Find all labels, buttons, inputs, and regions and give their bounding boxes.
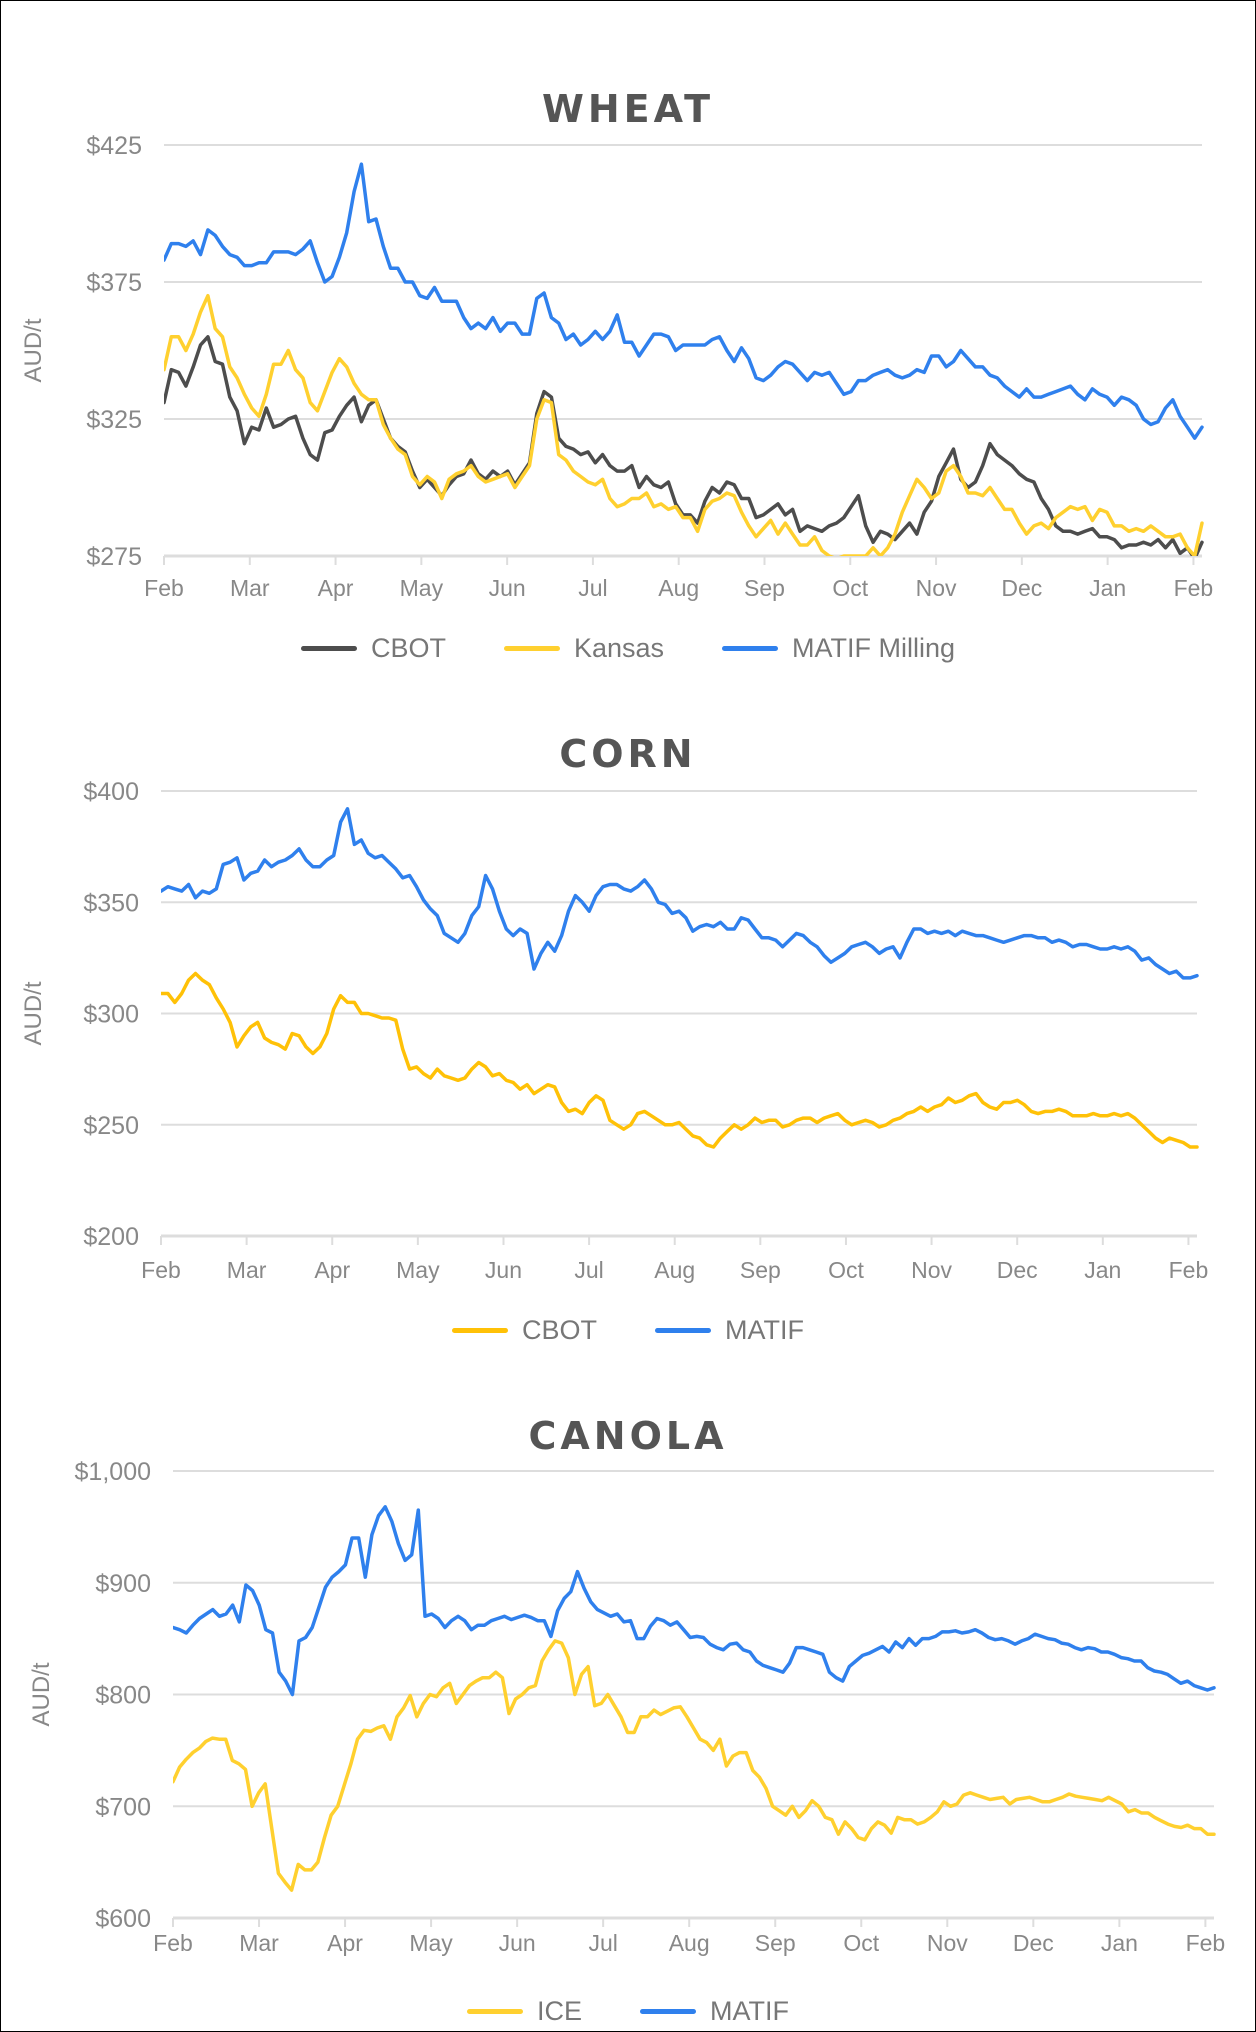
legend-label: CBOT: [522, 1315, 598, 1345]
x-tick-label: Jul: [588, 1930, 617, 1956]
series-line-ice[interactable]: [173, 1639, 1216, 1892]
x-tick-label: Feb: [144, 575, 184, 601]
x-tick-label: Nov: [911, 1257, 952, 1283]
legend-swatch-line-icon: [467, 2009, 523, 2014]
legend-item-ice[interactable]: ICE: [467, 1996, 582, 2027]
series-line-matif[interactable]: [173, 1505, 1216, 1697]
y-tick-label: $250: [83, 1112, 139, 1140]
x-tick-label: Feb: [153, 1930, 193, 1956]
y-axis-label: AUD/t: [20, 981, 47, 1045]
x-tick-label: Jun: [485, 1257, 522, 1283]
x-tick-label: Apr: [318, 575, 354, 601]
y-tick-label: $325: [86, 406, 142, 434]
series-line-matif-milling[interactable]: [164, 162, 1204, 440]
x-tick-label: Mar: [239, 1930, 279, 1956]
canola-chart-title: CANOLA: [528, 1414, 728, 1458]
y-tick-label: $700: [95, 1793, 151, 1821]
y-tick-label: $200: [83, 1223, 139, 1251]
x-tick-label: Jan: [1084, 1257, 1121, 1283]
x-tick-label: Feb: [1174, 575, 1214, 601]
x-tick-label: May: [409, 1930, 453, 1956]
x-tick-label: Sep: [744, 575, 785, 601]
legend-label: CBOT: [370, 633, 446, 663]
x-tick-label: Nov: [916, 575, 957, 601]
wheat-plot-area: $275 $325 $375 $425 Feb Mar Apr May Jun Jul Aug Sep…: [20, 132, 1214, 601]
y-tick-label: $300: [83, 1001, 139, 1029]
legend-label: ICE: [537, 1996, 583, 2026]
x-tick-label: Dec: [1013, 1930, 1054, 1956]
y-tick-label: $375: [86, 269, 142, 297]
x-tick-label: Jan: [1089, 575, 1126, 601]
series-line-cbot[interactable]: [161, 971, 1199, 1149]
x-tick-label: May: [400, 575, 444, 601]
y-axis-label: AUD/t: [20, 318, 47, 382]
legend-label: Kansas: [573, 633, 665, 663]
wheat-legend: CBOT Kansas MATIF Milling: [1, 633, 1255, 664]
x-tick-label: Apr: [314, 1257, 350, 1283]
x-tick-label: Jun: [499, 1930, 536, 1956]
wheat-chart-title: WHEAT: [541, 87, 715, 131]
x-tick-label: Feb: [1169, 1257, 1209, 1283]
x-tick-label: Mar: [227, 1257, 267, 1283]
legend-swatch-line-icon: [640, 2009, 697, 2014]
series-line-kansas[interactable]: [164, 293, 1204, 559]
legend-item-cbot[interactable]: CBOT: [300, 633, 446, 664]
legend-swatch-line-icon: [503, 646, 560, 651]
x-tick-label: Oct: [832, 575, 868, 601]
y-tick-label: $350: [83, 889, 139, 917]
x-tick-label: Jan: [1101, 1930, 1138, 1956]
legend-item-kansas[interactable]: Kansas: [503, 633, 665, 664]
legend-label: MATIF: [725, 1315, 804, 1345]
x-tick-label: Aug: [658, 575, 699, 601]
series-line-matif[interactable]: [161, 807, 1199, 980]
legend-label: MATIF: [710, 1996, 789, 2026]
legend-item-matif-milling[interactable]: MATIF Milling: [722, 633, 955, 664]
y-tick-label: $275: [86, 543, 142, 571]
legend-swatch-line-icon: [722, 646, 779, 651]
x-tick-label: Jul: [574, 1257, 603, 1283]
x-tick-label: Dec: [1001, 575, 1042, 601]
y-tick-label: $900: [95, 1570, 151, 1598]
legend-item-matif[interactable]: MATIF: [640, 1996, 789, 2027]
y-tick-label: $400: [83, 778, 139, 806]
corn-chart-title: CORN: [559, 732, 697, 776]
corn-legend: CBOT MATIF: [1, 1315, 1255, 1346]
corn-chart: CORN $200 $250 $300 $350 $400 Feb Mar Apr May Jun…: [1, 1, 1255, 1381]
y-tick-label: $800: [95, 1682, 151, 1710]
y-tick-label: $1,000: [75, 1458, 151, 1486]
x-tick-label: Dec: [997, 1257, 1038, 1283]
wheat-chart: WHEAT $275 $325 $375 $425 Feb Mar Apr May Jun Jul…: [1, 1, 1255, 701]
corn-plot-area: $200 $250 $300 $350 $400 Feb Mar Apr May Jun Jul Au…: [20, 778, 1209, 1283]
y-tick-label: $425: [86, 132, 142, 160]
x-tick-label: Nov: [927, 1930, 968, 1956]
x-tick-label: Jul: [578, 575, 607, 601]
x-tick-label: Oct: [828, 1257, 864, 1283]
x-tick-label: Jun: [489, 575, 526, 601]
x-tick-label: Apr: [327, 1930, 363, 1956]
y-tick-label: $600: [95, 1905, 151, 1933]
legend-label: MATIF Milling: [792, 633, 956, 663]
x-tick-label: Mar: [230, 575, 270, 601]
legend-swatch-line-icon: [300, 646, 357, 651]
x-tick-label: May: [396, 1257, 440, 1283]
x-tick-label: Feb: [1186, 1930, 1226, 1956]
legend-swatch-line-icon: [655, 1328, 712, 1333]
x-tick-label: Aug: [669, 1930, 710, 1956]
canola-legend: ICE MATIF: [1, 1996, 1255, 2027]
legend-swatch-line-icon: [452, 1328, 508, 1333]
x-tick-label: Oct: [843, 1930, 879, 1956]
x-tick-label: Sep: [740, 1257, 781, 1283]
x-tick-label: Feb: [141, 1257, 181, 1283]
legend-item-cbot[interactable]: CBOT: [452, 1315, 597, 1346]
x-tick-label: Aug: [654, 1257, 695, 1283]
x-tick-label: Sep: [755, 1930, 796, 1956]
y-axis-label: AUD/t: [28, 1662, 55, 1726]
legend-item-matif[interactable]: MATIF: [655, 1315, 804, 1346]
